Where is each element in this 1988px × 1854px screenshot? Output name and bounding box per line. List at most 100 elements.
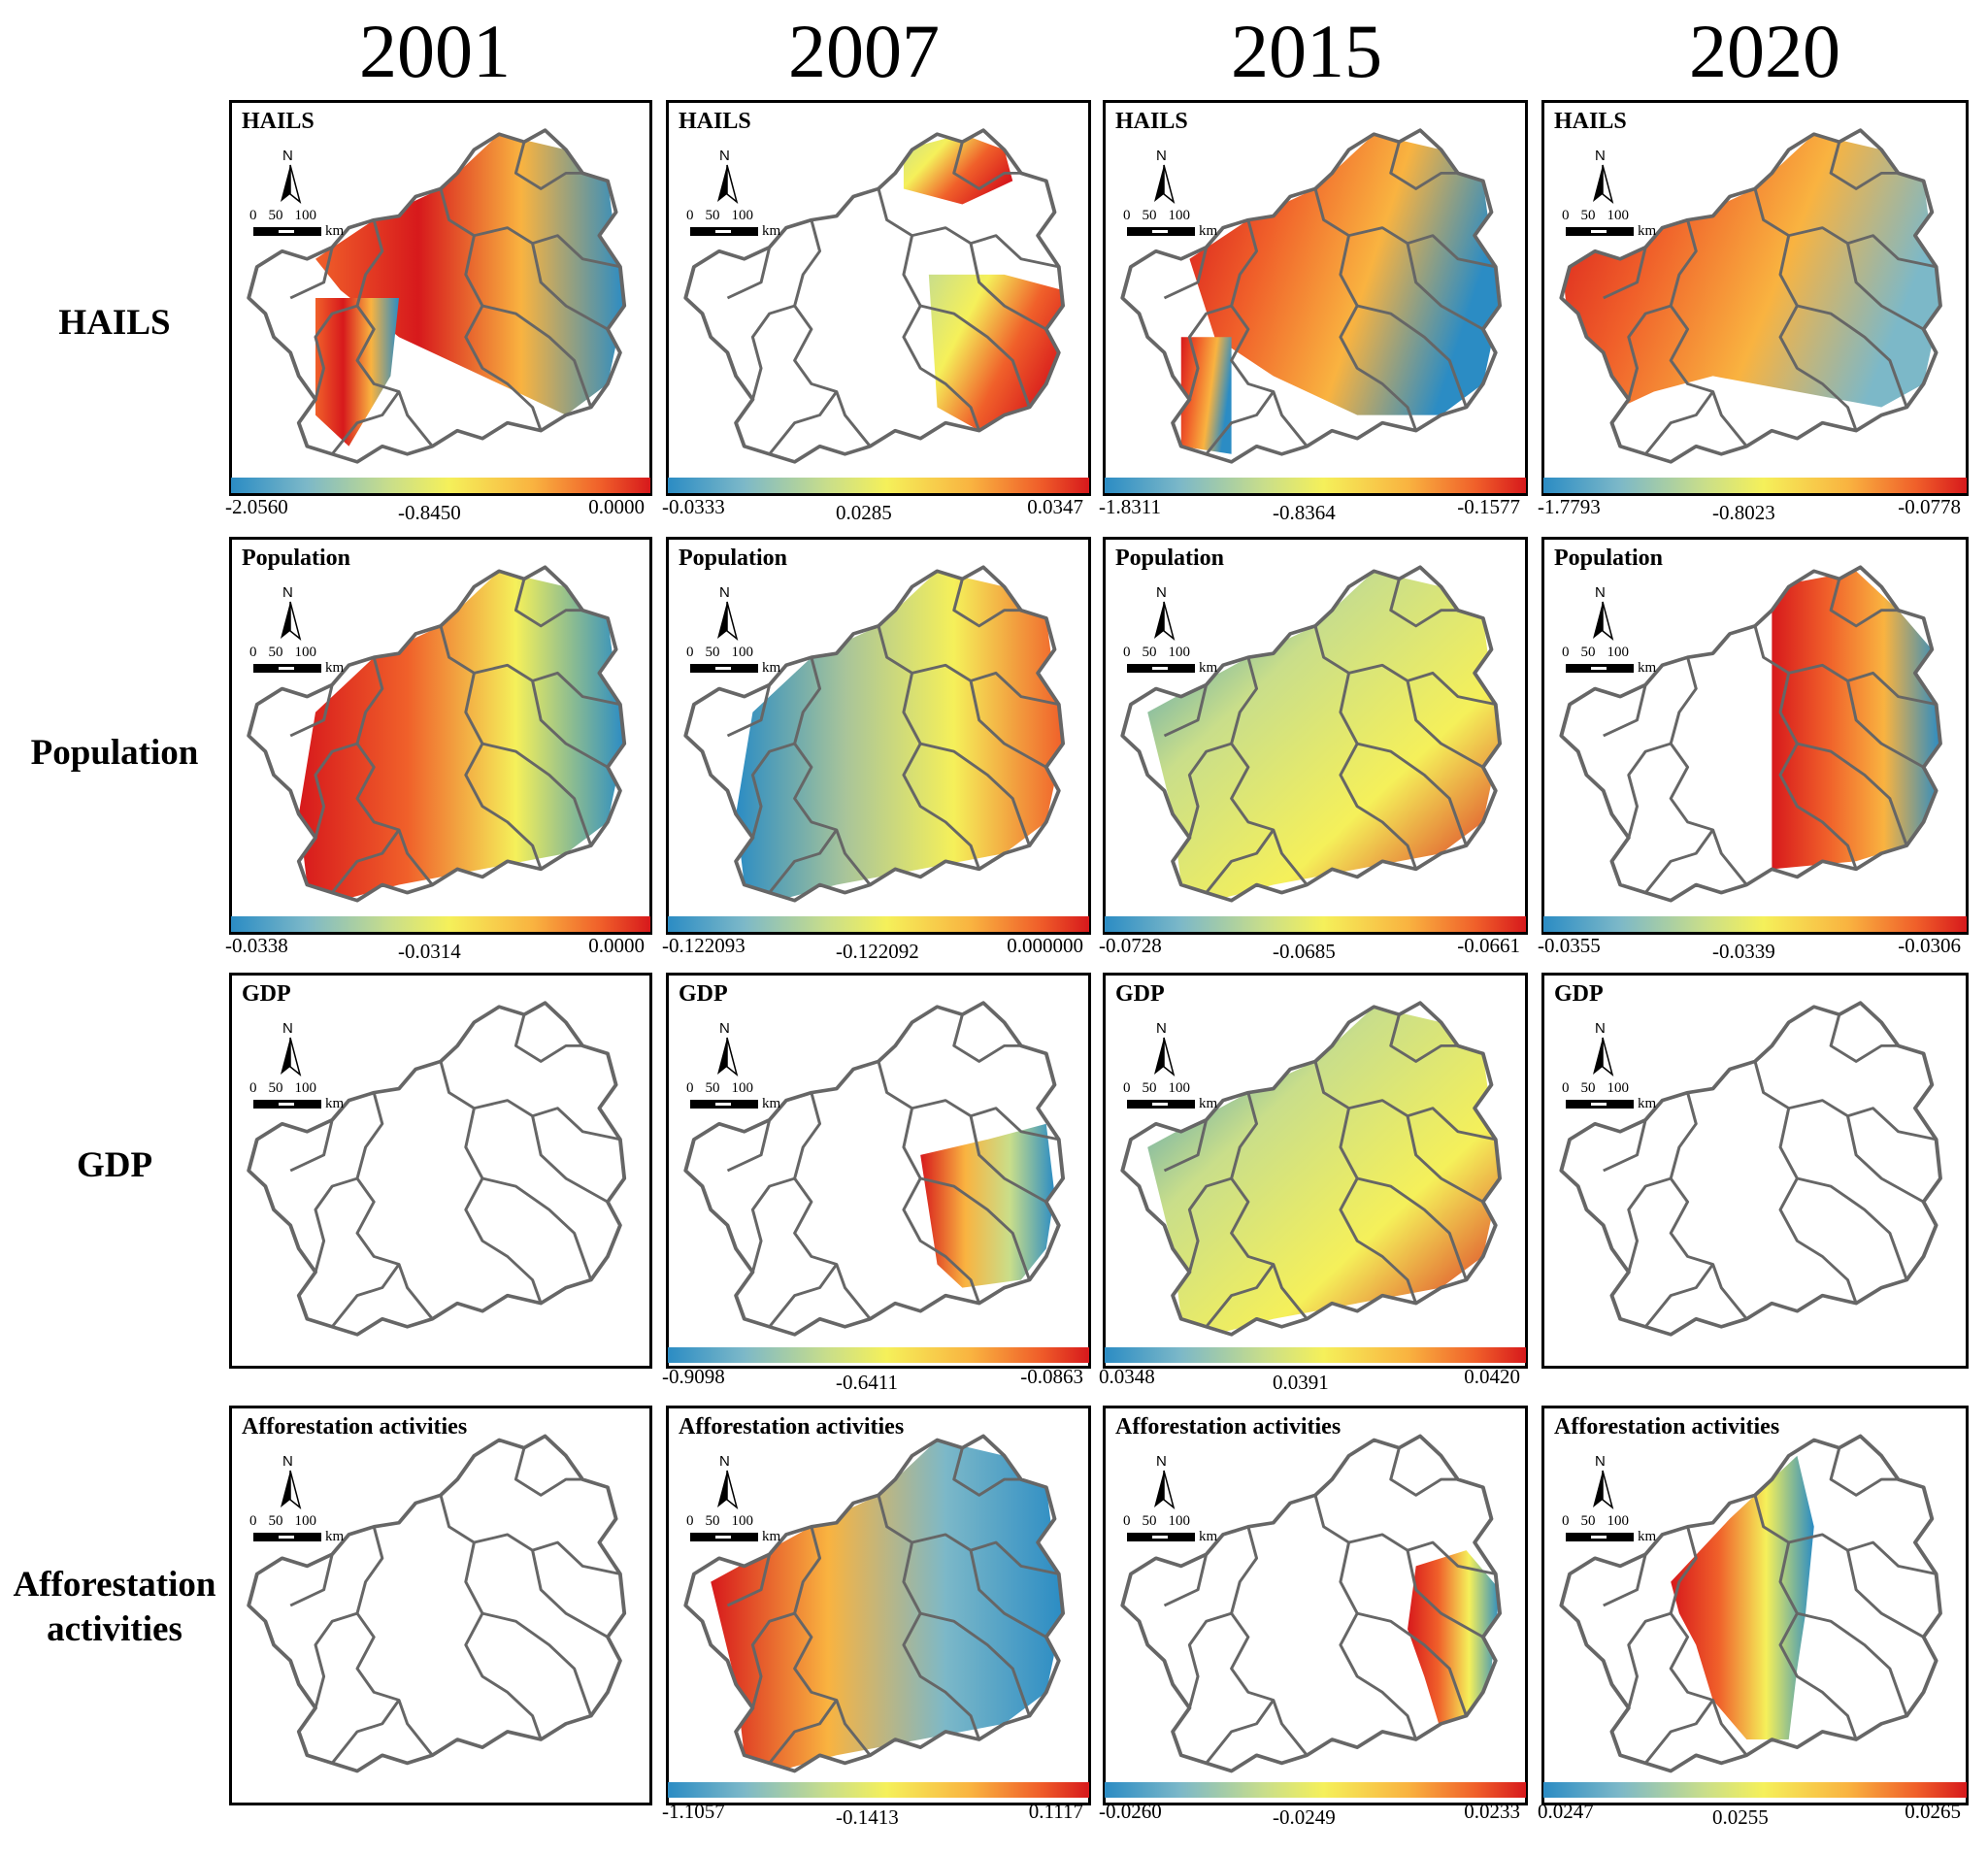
legend-value: -0.0728 xyxy=(1099,934,1162,957)
county-boundary xyxy=(439,625,621,707)
scale-tick: 100 xyxy=(731,1513,754,1529)
legend-colorbar xyxy=(1105,1782,1526,1798)
map-panel: HAILS N 0 50 100 km xyxy=(1541,100,1969,496)
scale-bar: 0 50 100 km xyxy=(680,208,797,247)
north-arrow-icon: N xyxy=(708,1453,746,1511)
north-label: N xyxy=(1595,148,1606,164)
scale-tick: 0 xyxy=(1562,208,1570,223)
scale-tick: 100 xyxy=(1168,208,1191,223)
north-arrow-icon: N xyxy=(1583,1453,1622,1511)
panel-title: HAILS xyxy=(1554,109,1627,134)
north-arrow-icon: N xyxy=(1144,1020,1183,1078)
scale-tick: 50 xyxy=(268,645,283,660)
legend-colorbar xyxy=(668,478,1089,493)
county-boundary xyxy=(531,1549,609,1639)
scale-bar: 0 50 100 km xyxy=(1117,645,1234,683)
scale-tick: 100 xyxy=(294,208,317,223)
legend-value: -0.0260 xyxy=(1099,1800,1162,1823)
legend-value: -0.8364 xyxy=(1273,501,1336,524)
heat-surface xyxy=(1180,337,1232,454)
scale-bar-graphic xyxy=(1566,227,1634,236)
county-boundary xyxy=(1845,1115,1925,1204)
heat-surface xyxy=(298,571,625,901)
county-boundary xyxy=(1669,219,1748,447)
province-map xyxy=(1559,565,1942,903)
scale-bar-graphic xyxy=(1127,1533,1195,1541)
scale-tick: 100 xyxy=(1168,1080,1191,1096)
map-panel: Population N 0 50 100 km xyxy=(666,537,1091,935)
county-boundary xyxy=(726,1553,772,1607)
legend-value: -0.0863 xyxy=(1020,1365,1083,1388)
panel-title: Afforestation activities xyxy=(1115,1414,1342,1440)
scale-bar-graphic xyxy=(1127,1100,1195,1109)
county-boundary xyxy=(969,1115,1047,1204)
scale-tick: 50 xyxy=(268,1080,283,1096)
county-boundary xyxy=(314,1176,358,1273)
heat-surface xyxy=(315,134,625,415)
scale-tick: 50 xyxy=(1142,208,1157,223)
region-boundary xyxy=(247,128,627,464)
scale-bar-graphic xyxy=(690,227,758,236)
region-boundary xyxy=(247,1001,627,1337)
map-panel: GDP N 0 50 100 km xyxy=(1541,973,1969,1369)
county-boundary xyxy=(1187,304,1233,400)
county-boundary xyxy=(1627,304,1672,400)
map-panel: Population N 0 50 100 km xyxy=(229,537,652,935)
county-boundary xyxy=(1163,1553,1209,1607)
legend-value: -0.122092 xyxy=(836,940,919,963)
legend-value: -0.9098 xyxy=(662,1365,725,1388)
county-boundary xyxy=(750,742,796,839)
county-boundary xyxy=(481,1611,593,1717)
county-boundary xyxy=(1339,673,1418,870)
province-map xyxy=(1559,128,1942,464)
legend-value: 0.0265 xyxy=(1905,1800,1961,1823)
north-label: N xyxy=(1595,1453,1606,1470)
province-map xyxy=(683,1434,1066,1773)
legend-value: -1.7793 xyxy=(1538,495,1601,518)
province-map xyxy=(1559,1001,1942,1337)
county-boundary xyxy=(289,1119,334,1173)
legend-value: 0.0000 xyxy=(588,495,645,518)
scale-tick: 50 xyxy=(705,645,720,660)
panel-title: GDP xyxy=(242,981,291,1007)
scale-unit: km xyxy=(325,223,345,239)
county-boundary xyxy=(1205,390,1276,455)
scale-tick: 0 xyxy=(1123,645,1131,660)
legend-colorbar xyxy=(1105,478,1526,493)
county-boundary xyxy=(481,304,593,409)
scale-unit: km xyxy=(762,223,781,239)
legend-value: -0.8023 xyxy=(1712,501,1775,524)
legend-value: -0.0355 xyxy=(1538,934,1601,957)
heat-surface xyxy=(711,1440,1064,1771)
county-boundary xyxy=(1778,673,1858,870)
scale-bar: 0 50 100 km xyxy=(1117,208,1234,247)
scale-tick: 0 xyxy=(686,208,694,223)
scale-bar: 0 50 100 km xyxy=(244,1513,360,1552)
county-boundary xyxy=(330,1263,401,1328)
scale-unit: km xyxy=(325,660,345,676)
scale-tick: 100 xyxy=(294,1513,317,1529)
legend-colorbar xyxy=(1543,478,1967,493)
panel-title: Population xyxy=(679,546,788,571)
north-arrow-icon: N xyxy=(708,1020,746,1078)
province-map xyxy=(1120,1434,1503,1773)
year-header-2007: 2007 xyxy=(788,9,940,93)
province-map xyxy=(247,565,627,903)
scale-unit: km xyxy=(762,660,781,676)
heat-surface xyxy=(903,134,1013,205)
county-boundary xyxy=(1778,1108,1858,1305)
scale-unit: km xyxy=(1638,1096,1657,1111)
map-panel: Population N 0 50 100 km xyxy=(1103,537,1528,935)
region-boundary xyxy=(683,565,1066,903)
legend-value: 0.0000 xyxy=(588,934,645,957)
county-boundary xyxy=(1187,1176,1233,1273)
scale-bar: 0 50 100 km xyxy=(1556,1513,1673,1552)
scale-bar-graphic xyxy=(253,1533,321,1541)
region-boundary xyxy=(683,1434,1066,1773)
county-boundary xyxy=(481,742,593,846)
legend-value: 0.0348 xyxy=(1099,1365,1155,1388)
legend-value: -2.0560 xyxy=(225,495,288,518)
county-boundary xyxy=(952,1013,1021,1063)
scale-unit: km xyxy=(325,1096,345,1111)
region-boundary xyxy=(683,1001,1066,1337)
